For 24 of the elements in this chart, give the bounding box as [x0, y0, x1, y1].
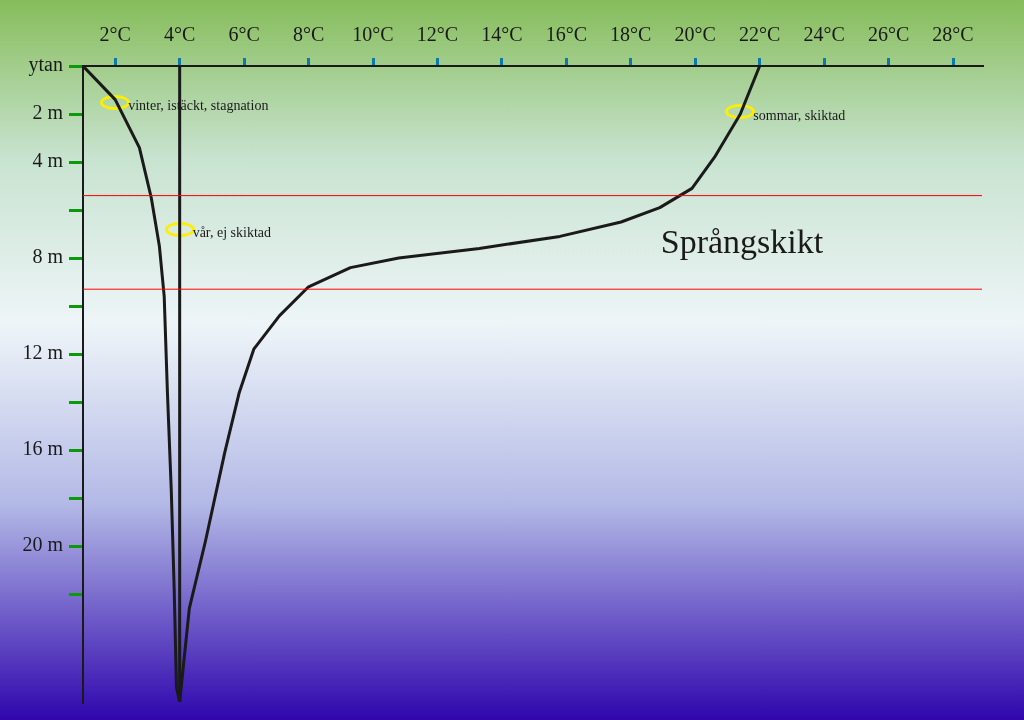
y-tick-label: ytan	[28, 53, 63, 77]
x-tick-label: 6°C	[228, 23, 260, 46]
x-tick-label: 8°C	[292, 23, 325, 46]
annotation: sommar, skiktad	[753, 107, 846, 124]
y-tick-label: 4 m	[32, 149, 64, 172]
x-tick-label: 16°C	[545, 23, 588, 46]
x-tick-label: 26°C	[867, 23, 910, 46]
y-tick-label: 12 m	[22, 341, 64, 364]
x-tick-label: 22°C	[738, 23, 781, 46]
x-tick-label: 4°C	[163, 23, 196, 46]
x-tick-label: 14°C	[481, 23, 523, 46]
annotation: vår, ej skiktad	[192, 225, 272, 242]
ref-line-label: Språngskikt	[660, 223, 824, 261]
x-tick-label: 2°C	[99, 23, 131, 46]
x-tick-label: 28°C	[932, 23, 974, 46]
x-tick-label: 18°C	[610, 23, 652, 46]
y-tick-label: 16 m	[22, 437, 64, 460]
x-tick-label: 20°C	[674, 23, 716, 46]
y-tick-label: 8 m	[32, 245, 64, 268]
x-tick-label: 24°C	[803, 23, 845, 46]
y-tick-label: 20 m	[22, 533, 64, 556]
x-tick-label: 12°C	[416, 23, 459, 46]
x-tick-label: 10°C	[352, 23, 394, 46]
y-tick-label: 2 m	[32, 101, 64, 124]
